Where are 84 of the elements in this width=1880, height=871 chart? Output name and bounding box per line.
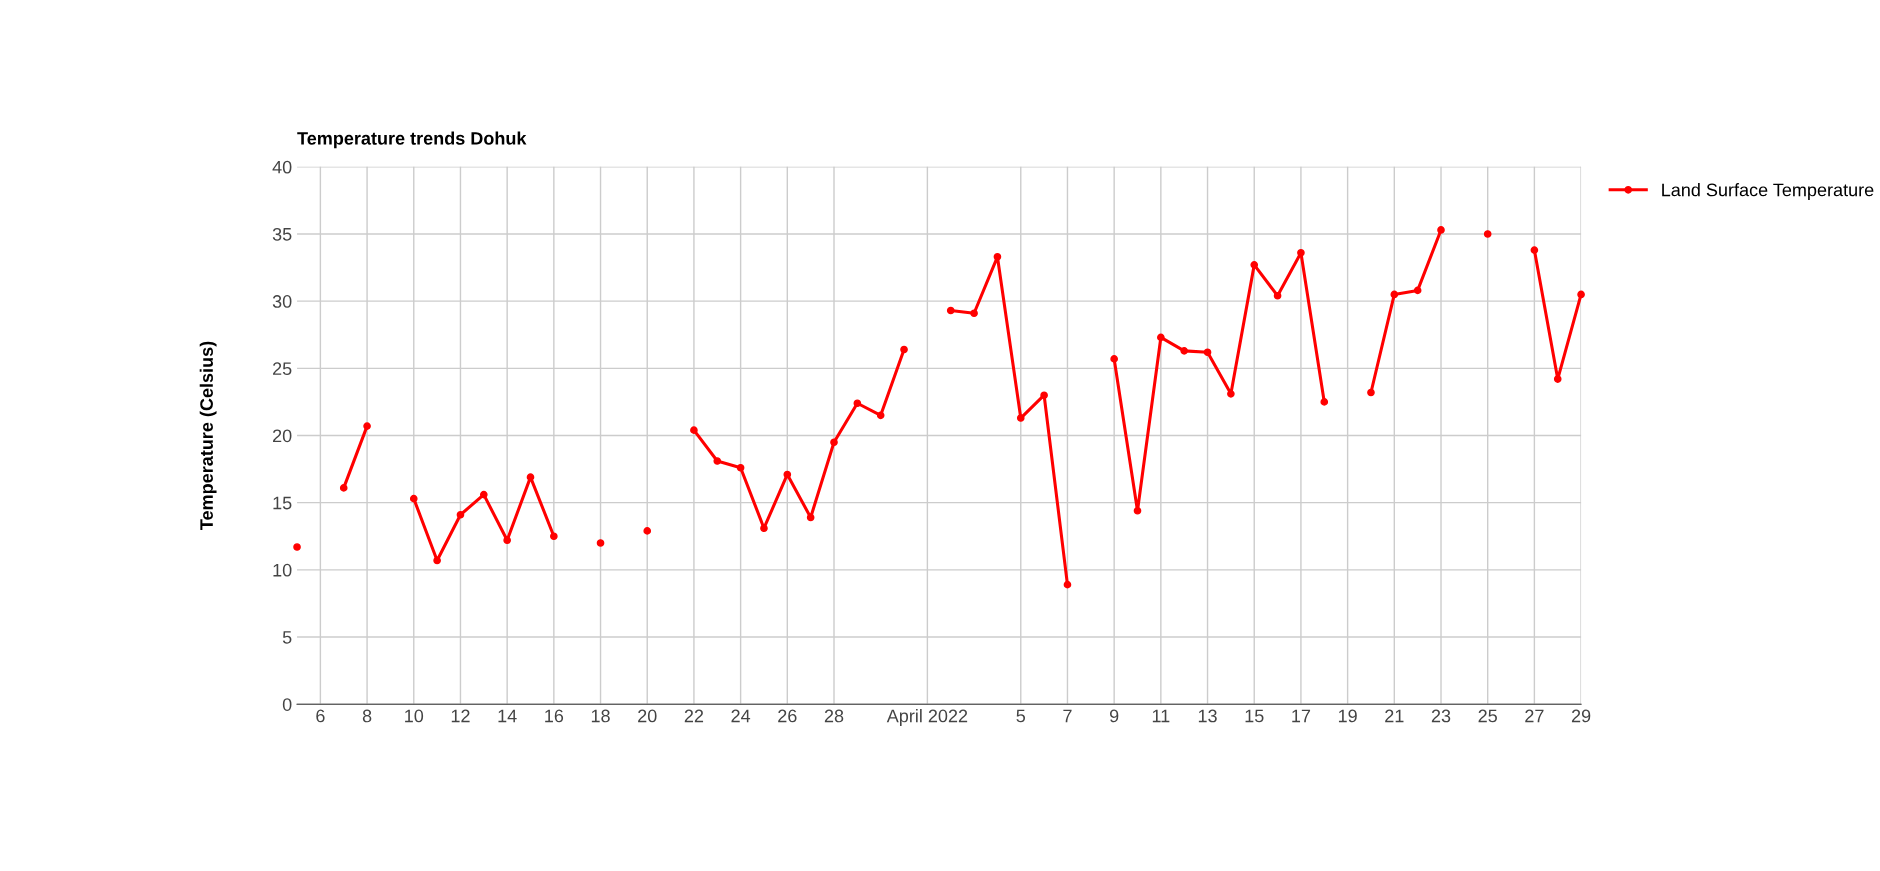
point — [1180, 347, 1189, 355]
point — [1320, 398, 1329, 406]
y-tick-label: 20 — [273, 429, 292, 443]
x-tick-label: 19 — [1338, 709, 1357, 723]
y-tick-label: 0 — [282, 698, 292, 711]
point — [1016, 414, 1025, 422]
x-tick-label: 24 — [731, 709, 751, 723]
x-tick-label: 29 — [1571, 709, 1591, 723]
x-tick-label: April 2022 — [886, 709, 968, 726]
point — [970, 309, 978, 318]
y-tick-label: 30 — [272, 295, 292, 308]
point — [1297, 248, 1305, 257]
point — [1413, 286, 1422, 295]
x-tick-label: 12 — [451, 709, 470, 723]
point — [900, 345, 908, 354]
point — [806, 513, 815, 522]
x-tick-label: 13 — [1198, 709, 1217, 723]
x-tick-label: 5 — [1016, 709, 1026, 723]
point — [1390, 290, 1399, 299]
point — [293, 543, 301, 551]
x-tick-label: 16 — [545, 709, 564, 723]
point — [1250, 261, 1259, 269]
x-tick-label: 26 — [778, 709, 797, 723]
point — [550, 532, 558, 541]
point — [713, 457, 722, 465]
point — [433, 556, 441, 565]
y-tick-label: 25 — [273, 362, 292, 376]
x-tick-label: 7 — [1063, 709, 1072, 723]
point — [1367, 388, 1375, 397]
point — [1577, 290, 1585, 299]
y-tick-label: 40 — [272, 160, 292, 174]
y-tick-label: 15 — [273, 496, 292, 510]
point — [1157, 333, 1165, 342]
point — [1063, 580, 1072, 589]
x-tick-label: 9 — [1109, 709, 1119, 723]
point — [526, 473, 535, 481]
legend-label: Land Surface Temperature — [1662, 183, 1874, 200]
point — [760, 524, 768, 533]
x-tick-label: 20 — [638, 709, 657, 723]
y-tick-label: 10 — [273, 563, 292, 577]
point — [1553, 375, 1562, 383]
x-tick-label: 25 — [1478, 709, 1497, 723]
x-tick-label: 28 — [824, 709, 844, 723]
x-tick-label: 17 — [1292, 709, 1311, 723]
point — [409, 494, 418, 503]
point — [596, 539, 605, 547]
point — [830, 438, 838, 447]
x-tick-label: 14 — [498, 709, 517, 723]
point — [456, 510, 465, 519]
point — [643, 527, 652, 535]
point — [503, 536, 511, 545]
x-tick-label: 27 — [1525, 709, 1544, 723]
point — [1273, 291, 1282, 300]
point — [853, 399, 862, 408]
x-tick-label: 21 — [1385, 709, 1404, 723]
x-tick-label: 10 — [405, 709, 424, 723]
x-tick-label: 22 — [684, 709, 704, 723]
x-tick-label: 11 — [1152, 709, 1170, 723]
point — [993, 252, 1002, 261]
point — [479, 490, 488, 499]
point — [1110, 355, 1118, 363]
point — [783, 470, 792, 479]
y-axis-title: Temperature (Celsius) — [199, 341, 217, 530]
y-tick-label: 35 — [272, 227, 292, 241]
chart-title: Temperature trends Dohuk — [297, 131, 527, 149]
point — [1437, 226, 1445, 234]
x-tick-label: 18 — [591, 709, 610, 723]
point — [1530, 246, 1539, 254]
point — [736, 463, 745, 472]
point — [1203, 348, 1212, 357]
x-tick-label: 8 — [362, 709, 372, 723]
x-tick-label: 23 — [1431, 709, 1451, 723]
point — [1227, 390, 1235, 398]
point — [363, 422, 371, 430]
y-tick-label: 5 — [282, 631, 292, 644]
x-tick-label: 15 — [1245, 709, 1264, 723]
point — [876, 411, 885, 420]
point — [946, 306, 955, 315]
point — [1040, 391, 1048, 400]
point — [1133, 506, 1142, 515]
point — [1483, 230, 1492, 238]
point — [690, 426, 698, 434]
point — [339, 484, 348, 492]
x-tick-label: 6 — [316, 709, 325, 723]
